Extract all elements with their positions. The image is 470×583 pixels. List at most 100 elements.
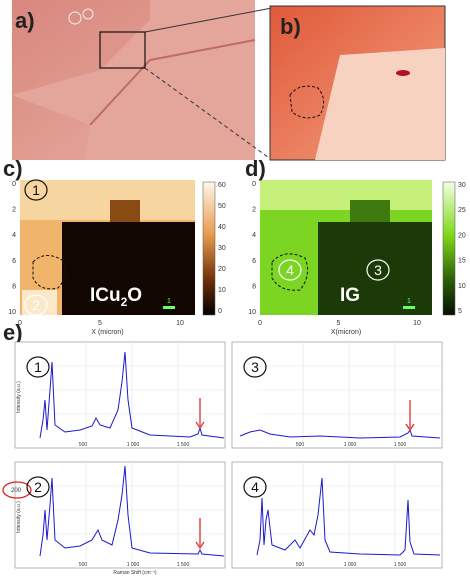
flake (12, 0, 255, 160)
y-axis-label: Intensity (a.u.) (16, 381, 22, 413)
marker-circle (24, 179, 48, 201)
y-tick-label: 2 (252, 207, 256, 214)
marker-circle (26, 356, 50, 378)
marker-label: 2 (32, 297, 40, 313)
zoom-box (99, 31, 146, 69)
map-label-tail: O (127, 285, 142, 306)
x-axis-label: X (micron) (91, 329, 123, 336)
panel-label: c) (3, 156, 23, 181)
y-tick-label: 0 (12, 181, 16, 188)
x-tick-label: 0 (18, 320, 22, 327)
colorbar-tick-label: 30 (458, 182, 466, 189)
colorbar-tick-label: 20 (458, 232, 466, 239)
plot-frame (14, 461, 226, 569)
marker-circle (243, 476, 267, 498)
x-tick-label: 500 (79, 562, 88, 568)
spectrum (39, 351, 225, 439)
scale-bar-label: 1 (167, 298, 171, 305)
heatmap-region (260, 180, 432, 210)
map-label-text: ICu (90, 285, 121, 306)
x-axis-label: Raman Shift (cm⁻¹) (113, 570, 157, 576)
y-tick-label: 2 (12, 207, 16, 214)
y-tick-label: 4 (12, 232, 16, 239)
colorbar-tick-label: 40 (218, 224, 226, 231)
colorbar-tick-label: 20 (218, 266, 226, 273)
y-tick-label: 10 (8, 309, 16, 316)
colorbar-tick-label: 30 (218, 245, 226, 252)
arrow-head (405, 423, 415, 432)
x-tick-label: 1 000 (127, 562, 140, 568)
marker-label: 3 (251, 359, 259, 375)
x-tick-label: 1 500 (177, 442, 190, 448)
panel-c: c) ICu2O 1 (3, 156, 216, 316)
panel-b: b) (269, 5, 446, 161)
x-tick-label: 5 (98, 320, 102, 327)
x-tick-label: 1 000 (127, 442, 140, 448)
colorbar-tick-label: 60 (218, 182, 226, 189)
spectra: 500 1 000 1 500 Intensity (a.u.) 1 500 1 000 1 … (2, 341, 443, 576)
panel-label: b) (280, 14, 301, 39)
arrow-head (195, 421, 205, 430)
heatmap-region (110, 200, 140, 222)
map-label-sub: 2 (121, 295, 128, 309)
colorbar (202, 181, 216, 316)
x-tick-label: 1 000 (344, 442, 357, 448)
x-tick-label: 500 (296, 442, 305, 448)
heatmap-region (350, 200, 390, 222)
panel-label: d) (245, 156, 266, 181)
colorbar-tick-label: 10 (218, 287, 226, 294)
marker-circle (26, 476, 50, 498)
x-tick-label: 500 (296, 562, 305, 568)
zoom-line (144, 67, 273, 161)
y-tick-label: 4 (252, 232, 256, 239)
colorbar-tick-label: 0 (218, 308, 222, 315)
spot (396, 70, 410, 76)
marker-label: 4 (251, 479, 259, 495)
region-outline (289, 85, 324, 119)
y-tick-label: 10 (248, 309, 256, 316)
panel-a: a) (12, 0, 256, 160)
zoom-line (144, 7, 273, 33)
colorbar (442, 181, 456, 316)
scale-bar (403, 306, 415, 309)
x-tick-label: 0 (258, 320, 262, 327)
y-tick-label: 6 (12, 258, 16, 265)
arrow-head (195, 541, 205, 550)
y-tick-label: 0 (252, 181, 256, 188)
map-label: ICu2O (90, 285, 142, 309)
marker-circle (278, 259, 302, 281)
colorbar-tick-label: 10 (458, 283, 466, 290)
x-tick-label: 500 (79, 442, 88, 448)
scale-bar (163, 306, 175, 309)
bubble (82, 8, 94, 20)
x-tick-label: 10 (413, 320, 421, 327)
spectrum (39, 465, 225, 557)
y-axis-label: Intensity (a.u.) (16, 501, 22, 533)
marker-label: 1 (34, 359, 42, 375)
flake (315, 48, 445, 160)
colorbar-tick-label: 15 (458, 258, 466, 265)
x-tick-label: 1 000 (344, 562, 357, 568)
heatmap-region (318, 222, 432, 315)
y-tick-label: 8 (252, 283, 256, 290)
scale-bar-label: 1 (407, 298, 411, 305)
y-tick-label: 8 (12, 283, 16, 290)
colorbar-tick-label: 50 (218, 203, 226, 210)
plot-frame (231, 341, 443, 449)
region-outline (271, 253, 309, 291)
marker-circle (243, 356, 267, 378)
heatmap-region (62, 222, 195, 315)
panel-d: d) IG 1 (245, 156, 456, 316)
colorbar-tick-label: 5 (458, 308, 462, 315)
flake-edge (89, 39, 256, 126)
x-tick-label: 10 (176, 320, 184, 327)
x-tick-label: 1 500 (394, 562, 407, 568)
heatmap-region (20, 180, 195, 220)
x-tick-label: 1 500 (177, 562, 190, 568)
spectrum (239, 428, 441, 439)
panel-label: a) (15, 8, 35, 33)
map-label: IG (340, 285, 360, 306)
marker-label: 3 (374, 262, 382, 278)
bubble (68, 11, 82, 25)
